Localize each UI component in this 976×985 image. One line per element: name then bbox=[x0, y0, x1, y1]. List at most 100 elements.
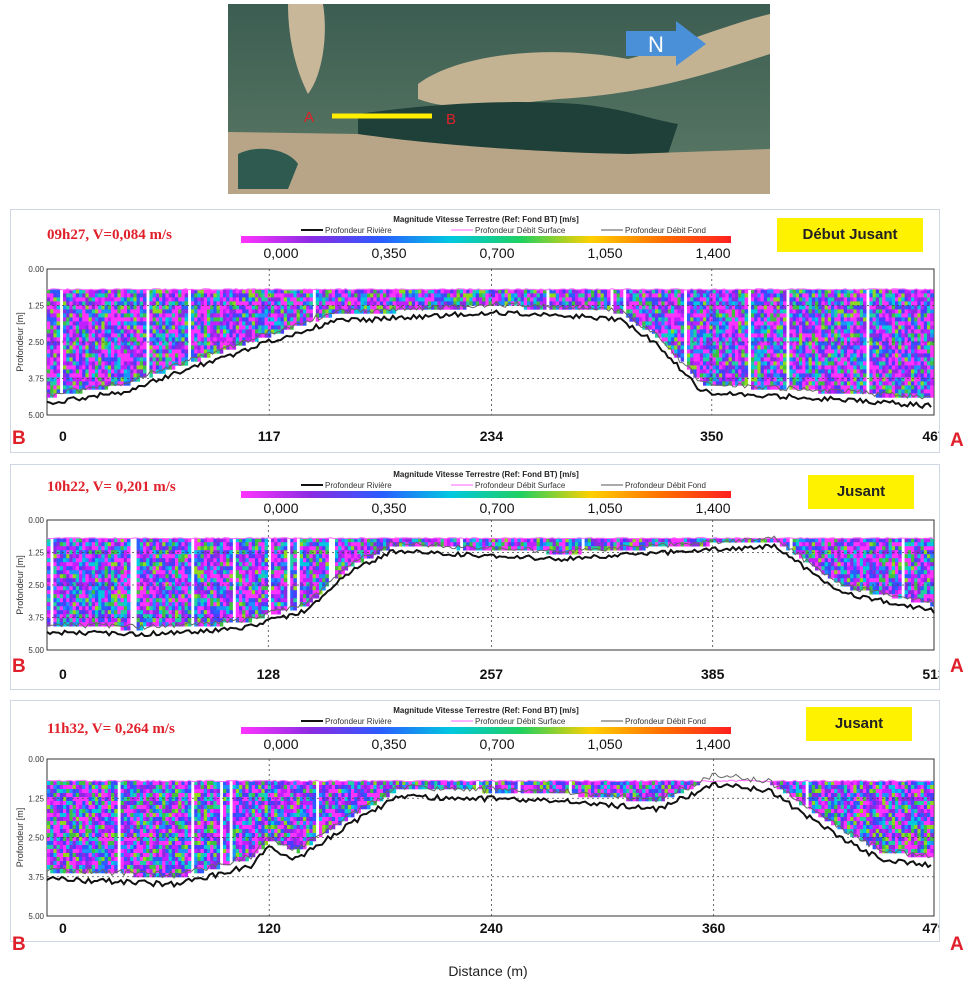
adcp-profile-chart-2: Magnitude Vitesse Terrestre (Ref: Fond B… bbox=[15, 470, 939, 682]
velocity-cell bbox=[107, 546, 112, 551]
velocity-cell bbox=[882, 309, 886, 314]
velocity-cell bbox=[376, 297, 381, 302]
velocity-cell bbox=[136, 566, 141, 571]
velocity-cell bbox=[856, 317, 861, 322]
velocity-cell bbox=[152, 574, 157, 579]
velocity-cell bbox=[88, 546, 93, 551]
velocity-cell bbox=[95, 293, 99, 298]
velocity-cell bbox=[149, 313, 153, 318]
velocity-cell bbox=[696, 305, 701, 310]
velocity-cell bbox=[165, 558, 169, 563]
velocity-cell bbox=[655, 309, 659, 314]
velocity-cell bbox=[859, 305, 864, 310]
velocity-cell bbox=[338, 305, 342, 310]
velocity-cell bbox=[168, 301, 173, 306]
velocity-cell bbox=[296, 313, 301, 318]
velocity-cell bbox=[168, 365, 173, 370]
velocity-cell bbox=[159, 289, 163, 294]
velocity-cell bbox=[850, 297, 854, 302]
velocity-cell bbox=[75, 337, 80, 342]
velocity-cell bbox=[101, 321, 105, 326]
velocity-cell bbox=[805, 381, 809, 386]
velocity-cell bbox=[72, 333, 77, 338]
velocity-cell bbox=[661, 321, 665, 326]
velocity-cell bbox=[107, 377, 112, 382]
velocity-cell bbox=[811, 305, 816, 310]
velocity-cell bbox=[75, 618, 80, 623]
velocity-cell bbox=[767, 361, 771, 366]
velocity-cell bbox=[72, 377, 77, 382]
velocity-cell bbox=[699, 321, 704, 326]
velocity-cell bbox=[66, 369, 70, 374]
velocity-cell bbox=[715, 305, 720, 310]
velocity-cell bbox=[859, 341, 864, 346]
velocity-cell bbox=[901, 369, 905, 374]
velocity-cell bbox=[789, 309, 793, 314]
velocity-cell bbox=[703, 353, 707, 358]
velocity-cell bbox=[194, 349, 198, 354]
velocity-cell bbox=[56, 602, 61, 607]
velocity-cell bbox=[104, 373, 109, 378]
velocity-cell bbox=[895, 373, 899, 378]
velocity-cell bbox=[795, 385, 800, 390]
velocity-cell bbox=[66, 558, 70, 563]
velocity-cell bbox=[728, 377, 733, 382]
velocity-cell bbox=[527, 293, 531, 298]
velocity-cell bbox=[117, 321, 121, 326]
velocity-cell bbox=[229, 297, 233, 302]
velocity-cell bbox=[514, 293, 518, 298]
velocity-cell bbox=[882, 381, 886, 386]
velocity-cell bbox=[235, 297, 240, 302]
velocity-cell bbox=[696, 313, 701, 318]
velocity-cell bbox=[757, 377, 761, 382]
velocity-cell bbox=[699, 377, 704, 382]
velocity-cell bbox=[888, 389, 893, 394]
velocity-cell bbox=[277, 309, 281, 314]
velocity-cell bbox=[847, 329, 851, 334]
velocity-cell bbox=[879, 333, 883, 338]
velocity-cell bbox=[98, 570, 102, 575]
velocity-cell bbox=[805, 337, 809, 342]
velocity-cell bbox=[82, 333, 86, 338]
velocity-cell bbox=[671, 293, 675, 298]
velocity-cell bbox=[56, 337, 61, 342]
velocity-cell bbox=[907, 353, 912, 358]
velocity-cell bbox=[514, 297, 518, 302]
velocity-cell bbox=[216, 289, 221, 294]
velocity-cell bbox=[773, 333, 777, 338]
velocity-cell bbox=[863, 329, 867, 334]
velocity-cell bbox=[879, 361, 883, 366]
velocity-cell bbox=[178, 353, 182, 358]
velocity-cell bbox=[911, 309, 915, 314]
velocity-cell bbox=[821, 389, 825, 394]
velocity-cell bbox=[66, 313, 70, 318]
velocity-cell bbox=[95, 542, 99, 547]
velocity-cell bbox=[255, 317, 259, 322]
velocity-cell bbox=[696, 357, 701, 362]
velocity-cell bbox=[181, 309, 185, 314]
velocity-cell bbox=[168, 361, 173, 366]
velocity-cell bbox=[635, 297, 640, 302]
velocity-cell bbox=[927, 393, 931, 398]
velocity-cell bbox=[162, 614, 166, 619]
velocity-cell bbox=[859, 297, 864, 302]
velocity-cell bbox=[863, 293, 867, 298]
velocity-cell bbox=[491, 293, 496, 298]
velocity-cell bbox=[827, 325, 832, 330]
velocity-cell bbox=[898, 321, 902, 326]
velocity-cell bbox=[687, 297, 691, 302]
velocity-cell bbox=[88, 337, 93, 342]
velocity-cell bbox=[872, 369, 877, 374]
velocity-cell bbox=[706, 333, 710, 338]
velocity-cell bbox=[162, 297, 166, 302]
velocity-cell bbox=[255, 301, 259, 306]
velocity-cell bbox=[712, 325, 717, 330]
velocity-cell bbox=[213, 313, 217, 318]
velocity-cell bbox=[923, 341, 928, 346]
velocity-cell bbox=[162, 622, 166, 627]
velocity-cell bbox=[136, 586, 141, 591]
velocity-cell bbox=[376, 293, 381, 298]
velocity-cell bbox=[95, 309, 99, 314]
velocity-cell bbox=[95, 546, 99, 551]
velocity-cell bbox=[427, 293, 432, 298]
